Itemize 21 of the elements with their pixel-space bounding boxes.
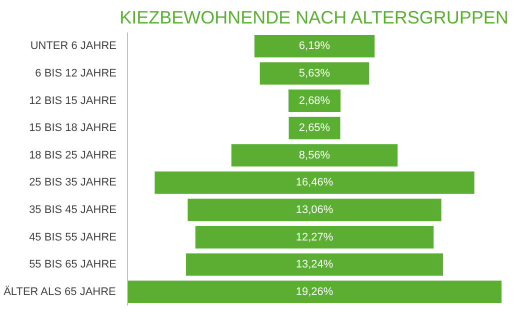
category-label: 12 BIS 15 JAHRE [29, 94, 117, 107]
data-label: 5,63% [298, 67, 330, 80]
category-label: 55 BIS 65 JAHRE [29, 258, 117, 271]
category-label: 45 BIS 55 JAHRE [29, 231, 117, 244]
category-label: 35 BIS 45 JAHRE [29, 204, 117, 216]
text: KIEZBEWOHNENDE NACH ALTERSGRUPPEN [120, 8, 508, 28]
data-label: 8,56% [298, 149, 330, 162]
data-label: 12,27% [296, 231, 334, 244]
data-label: 2,68% [298, 94, 330, 107]
data-label: 13,06% [296, 204, 334, 216]
category-label: UNTER 6 JAHRE [30, 40, 117, 52]
category-label: 6 BIS 12 JAHRE [35, 67, 117, 80]
data-label: 19,26% [296, 286, 334, 298]
category-label: 15 BIS 18 JAHRE [29, 122, 117, 134]
data-label: 16,46% [296, 176, 334, 189]
data-label: 13,24% [296, 258, 334, 271]
category-label: 18 BIS 25 JAHRE [29, 149, 117, 162]
data-label: 2,65% [298, 122, 330, 134]
category-label: ÄLTER ALS 65 JAHRE [4, 284, 116, 298]
data-label: 6,19% [298, 40, 330, 52]
category-label: 25 BIS 35 JAHRE [29, 176, 117, 189]
